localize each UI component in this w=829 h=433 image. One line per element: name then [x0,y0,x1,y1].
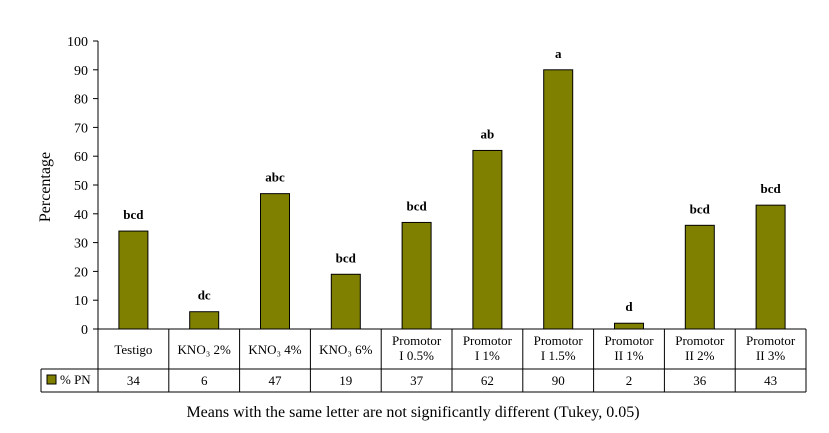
category-label: Promotor II 1% [604,333,654,363]
significance-letter: ab [481,126,495,141]
category-label-line: Promotor [746,333,796,348]
significance-letter: d [625,299,633,314]
category-label: Promotor I 1% [463,333,513,363]
significance-letter: bcd [760,181,781,196]
bar [614,322,644,330]
bar [118,230,149,330]
category-label: Testigo [114,342,152,357]
category-label: KNO₃ 4% [248,342,301,357]
table-value: 47 [269,373,283,388]
table-value: 36 [693,373,707,388]
legend-swatch [46,374,57,385]
bar [189,311,220,330]
category-label-line: I 1% [475,348,500,363]
category-label-line: Promotor [463,333,513,348]
y-tick-label: 80 [74,93,88,108]
bar [330,273,361,330]
table-value: 90 [552,373,565,388]
category-label: KNO₃ 2% [178,342,231,357]
bar [755,204,786,330]
category-label-line: Promotor [534,333,584,348]
y-tick-label: 70 [74,121,88,136]
significance-letter: bcd [406,198,427,213]
category-label-line: II 1% [614,348,643,363]
y-axis-label: Percentage [37,152,54,222]
significance-letter: bcd [123,207,144,222]
y-tick-label: 20 [74,265,88,280]
category-label: Promotor I 1.5% [534,333,584,363]
category-label-line: II 2% [685,348,714,363]
significance-letter: bcd [336,250,357,265]
table-value: 37 [410,373,424,388]
category-label: Promotor I 0.5% [392,333,442,363]
y-tick-label: 30 [74,237,88,252]
table-value: 19 [339,373,352,388]
category-label-line: I 0.5% [399,348,434,363]
y-tick-label: 100 [67,35,88,50]
category-label-line: Promotor [675,333,725,348]
bar [543,69,574,330]
bar [472,149,503,330]
category-label: Promotor II 3% [746,333,796,363]
table-value: 43 [764,373,777,388]
bar [401,221,432,330]
significance-letter: dc [198,288,211,303]
category-label-line: Promotor [604,333,654,348]
chart-caption: Means with the same letter are not signi… [186,404,639,421]
y-tick-label: 60 [74,150,88,165]
y-tick-label: 10 [74,294,88,309]
significance-letter: a [555,46,562,61]
y-tick-label: 50 [74,179,88,194]
category-label-line: Promotor [392,333,442,348]
category-label: KNO₃ 6% [319,342,372,357]
y-tick-label: 90 [74,64,88,79]
category-label-line: II 3% [756,348,785,363]
bar [684,224,715,330]
y-tick-label: 40 [74,208,88,223]
table-value: 6 [201,373,208,388]
bar [260,193,290,330]
table-value: 62 [481,373,494,388]
table-value: 34 [127,373,141,388]
legend-label: % PN [60,372,91,387]
category-label: Promotor II 2% [675,333,725,363]
significance-letter: bcd [690,201,711,216]
significance-letter: abc [265,170,285,185]
y-tick-label: 0 [81,323,88,338]
category-label-line: I 1.5% [541,348,576,363]
table-value: 2 [626,373,633,388]
